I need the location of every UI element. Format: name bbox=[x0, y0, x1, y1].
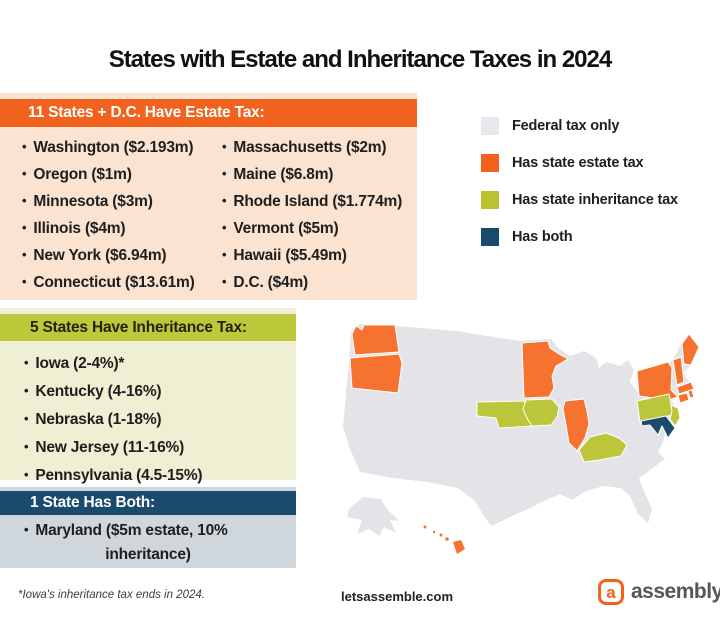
legend-label: Has state inheritance tax bbox=[512, 192, 678, 208]
estate-tax-box: 11 States + D.C. Have Estate Tax: Washin… bbox=[0, 93, 417, 300]
inheritance-tax-states bbox=[476, 393, 681, 463]
list-item: Iowa (2-4%)* bbox=[24, 350, 296, 378]
list-item: Vermont ($5m) bbox=[222, 215, 417, 242]
legend-row-estate: Has state estate tax bbox=[481, 154, 678, 172]
state-connecticut bbox=[677, 392, 690, 404]
inheritance-tax-box: 5 States Have Inheritance Tax: Iowa (2-4… bbox=[0, 308, 296, 484]
both-taxes-item: Maryland ($5m estate, 10% bbox=[0, 515, 296, 543]
us-map bbox=[337, 320, 710, 565]
list-item: Washington ($2.193m) bbox=[22, 134, 222, 161]
inheritance-tax-swatch bbox=[481, 191, 499, 209]
inheritance-tax-list: Iowa (2-4%)* Kentucky (4-16%) Nebraska (… bbox=[0, 341, 296, 490]
state-new-york bbox=[636, 361, 679, 401]
page-title: States with Estate and Inheritance Taxes… bbox=[108, 46, 612, 73]
footnote: *Iowa's inheritance tax ends in 2024. bbox=[18, 589, 205, 601]
legend-row-inheritance: Has state inheritance tax bbox=[481, 191, 678, 209]
estate-tax-swatch bbox=[481, 154, 499, 172]
assembly-logo: a assembly bbox=[598, 579, 720, 605]
list-item: Massachusetts ($2m) bbox=[222, 134, 417, 161]
legend-label: Has both bbox=[512, 229, 573, 245]
list-item: Nebraska (1-18%) bbox=[24, 406, 296, 434]
state-kentucky bbox=[578, 432, 628, 463]
both-taxes-swatch bbox=[481, 228, 499, 246]
list-item: New York ($6.94m) bbox=[22, 242, 222, 269]
state-maryland bbox=[640, 415, 676, 439]
list-item: Minnesota ($3m) bbox=[22, 188, 222, 215]
list-item: Kentucky (4-16%) bbox=[24, 378, 296, 406]
legend-label: Federal tax only bbox=[512, 118, 620, 134]
state-alaska bbox=[347, 497, 399, 536]
legend-row-both: Has both bbox=[481, 228, 678, 246]
inheritance-tax-header: 5 States Have Inheritance Tax: bbox=[0, 314, 296, 341]
state-massachusetts bbox=[676, 381, 695, 395]
list-item: Pennsylvania (4.5-15%) bbox=[24, 462, 296, 490]
state-washington bbox=[351, 324, 400, 356]
website-url: letsassemble.com bbox=[341, 589, 454, 604]
map-legend: Federal tax only Has state estate tax Ha… bbox=[481, 117, 678, 265]
list-item: Illinois ($4m) bbox=[22, 215, 222, 242]
estate-tax-list-left: Washington ($2.193m) Oregon ($1m) Minnes… bbox=[22, 134, 222, 296]
federal-tax-swatch bbox=[481, 117, 499, 135]
estate-tax-header: 11 States + D.C. Have Estate Tax: bbox=[0, 99, 417, 127]
estate-tax-list-right: Massachusetts ($2m) Maine ($6.8m) Rhode … bbox=[222, 134, 417, 296]
list-item: Hawaii ($5.49m) bbox=[222, 242, 417, 269]
legend-label: Has state estate tax bbox=[512, 155, 644, 171]
list-item: Rhode Island ($1.774m) bbox=[222, 188, 417, 215]
state-vermont bbox=[672, 356, 685, 386]
estate-tax-states bbox=[349, 324, 700, 554]
state-maine bbox=[681, 333, 700, 366]
state-illinois bbox=[562, 398, 590, 452]
both-taxes-box: 1 State Has Both: Maryland ($5m estate, … bbox=[0, 487, 296, 568]
list-item: Connecticut ($13.61m) bbox=[22, 269, 222, 296]
both-taxes-header: 1 State Has Both: bbox=[0, 491, 296, 515]
list-item: Oregon ($1m) bbox=[22, 161, 222, 188]
state-oregon bbox=[349, 353, 403, 394]
us-map-svg bbox=[343, 324, 700, 554]
state-minnesota bbox=[521, 340, 569, 399]
state-rhode-island bbox=[687, 389, 695, 399]
both-taxes-item-wrap: inheritance) bbox=[105, 546, 191, 563]
estate-tax-list: Washington ($2.193m) Oregon ($1m) Minnes… bbox=[0, 127, 417, 296]
state-hawaii bbox=[423, 525, 465, 554]
assembly-brand-name: assembly bbox=[631, 580, 720, 603]
list-item: Maine ($6.8m) bbox=[222, 161, 417, 188]
legend-row-federal: Federal tax only bbox=[481, 117, 678, 135]
list-item: New Jersey (11-16%) bbox=[24, 434, 296, 462]
assembly-a-icon: a bbox=[598, 579, 624, 605]
state-new-jersey bbox=[669, 404, 681, 427]
list-item: D.C. ($4m) bbox=[222, 269, 417, 296]
state-iowa bbox=[522, 398, 560, 427]
